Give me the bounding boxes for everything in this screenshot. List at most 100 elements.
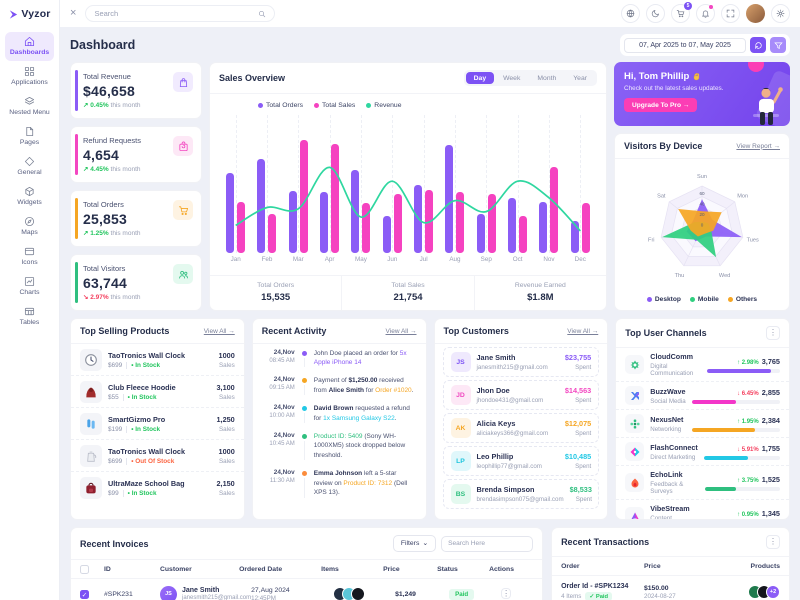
- legend-dot: [646, 297, 652, 302]
- user-avatar[interactable]: [746, 4, 765, 23]
- row-checkbox[interactable]: [80, 589, 89, 599]
- settings-button[interactable]: [771, 4, 790, 23]
- filter-icon: [774, 41, 783, 50]
- sidebar-item-applications[interactable]: Applications: [5, 62, 54, 91]
- sidebar-item-label: Nested Menu: [9, 109, 50, 116]
- fullscreen-icon: [726, 9, 735, 18]
- greeting-title: Hi, Tom Phillip: [624, 71, 780, 82]
- window-icon: [24, 246, 35, 257]
- tab-week[interactable]: Week: [503, 74, 521, 82]
- gear-icon: [776, 9, 785, 18]
- filters-button[interactable]: Filters: [392, 535, 437, 552]
- legend-total-sales[interactable]: Total Sales: [314, 102, 355, 109]
- fullscreen-button[interactable]: [721, 4, 740, 23]
- date-range-input[interactable]: [624, 37, 746, 53]
- box-icon: [24, 186, 35, 197]
- filter-button[interactable]: [770, 37, 786, 53]
- customer-amount: $12,075: [564, 419, 592, 428]
- product-sales: 1,250: [216, 414, 235, 424]
- svg-text:60: 60: [699, 191, 705, 196]
- stat-label: Refund Requests: [83, 136, 141, 145]
- bar-total-sales: [519, 215, 528, 253]
- sidebar-item-charts[interactable]: Charts: [5, 272, 54, 301]
- sidebar-item-pages[interactable]: Pages: [5, 122, 54, 151]
- sidebar-item-icons[interactable]: Icons: [5, 242, 54, 271]
- topbar-icons: 5: [621, 2, 790, 23]
- sidebar-item-widgets[interactable]: Widgets: [5, 182, 54, 211]
- select-all-checkbox[interactable]: [80, 564, 89, 574]
- timeline-dot: [301, 350, 307, 356]
- bar-total-orders: [445, 145, 454, 253]
- close-icon[interactable]: ×: [70, 7, 77, 19]
- invoice-search-input[interactable]: [441, 535, 534, 552]
- view-all-link[interactable]: View All →: [567, 327, 599, 335]
- bar-total-orders: [226, 172, 235, 253]
- product-name: UltraMaze School Bag: [108, 478, 185, 488]
- sidebar-item-maps[interactable]: Maps: [5, 212, 54, 241]
- notification-dot: [709, 5, 713, 9]
- notifications-button[interactable]: [696, 4, 715, 23]
- month-label: May: [355, 256, 367, 263]
- customer-amount: $8,533: [569, 485, 592, 494]
- sidebar-item-nested-menu[interactable]: Nested Menu: [5, 92, 54, 121]
- svg-text:0: 0: [701, 222, 704, 227]
- row-actions-icon[interactable]: [501, 588, 512, 599]
- dark-mode-button[interactable]: [646, 4, 665, 23]
- sales-chart: [220, 115, 596, 253]
- view-report-link[interactable]: View Report →: [736, 142, 780, 150]
- product-price: $99: [108, 489, 119, 497]
- tab-day[interactable]: Day: [465, 72, 495, 84]
- brand-logo[interactable]: Vyzor: [8, 5, 50, 23]
- view-all-link[interactable]: View All →: [385, 327, 417, 335]
- accent-bar: [75, 198, 78, 239]
- refresh-button[interactable]: [750, 37, 766, 53]
- sidebar-item-label: Dashboards: [9, 49, 50, 56]
- legend-revenue[interactable]: Revenue: [366, 102, 402, 109]
- sidebar-item-tables[interactable]: Tables: [5, 302, 54, 331]
- language-button[interactable]: [621, 4, 640, 23]
- file-icon: [24, 126, 35, 137]
- legend-total-orders[interactable]: Total Orders: [258, 102, 303, 109]
- view-all-link[interactable]: View All →: [203, 327, 235, 335]
- cart-button[interactable]: 5: [671, 2, 692, 23]
- legend-others[interactable]: Others: [727, 296, 757, 303]
- diamond-icon: [24, 156, 35, 167]
- more-options-icon[interactable]: [766, 326, 780, 340]
- card-title: Visitors By Device: [624, 141, 703, 151]
- moon-icon: [651, 9, 660, 18]
- radar-wrap: Sun Mon Tues Wed Thu Fri Sat 0 20 40 60: [615, 159, 789, 296]
- month-label: Feb: [261, 256, 273, 263]
- device-legend: Desktop Mobile Others: [615, 296, 789, 310]
- bar-total-orders: [288, 190, 297, 253]
- stock-badge: In Stock: [128, 394, 157, 401]
- transactions-table-header: Order Price Products: [552, 557, 789, 576]
- bar-group: [439, 115, 470, 253]
- sidebar-item-dashboards[interactable]: Dashboards: [5, 32, 54, 61]
- bar-total-sales: [550, 167, 559, 253]
- card-title: Recent Activity: [261, 326, 327, 336]
- card-title: Recent Invoices: [80, 538, 149, 549]
- channel-progress-bar: [692, 400, 736, 404]
- bar-total-orders: [257, 159, 266, 253]
- search-input[interactable]: [94, 9, 254, 18]
- more-options-icon[interactable]: [766, 535, 780, 549]
- bar-total-sales: [299, 139, 308, 253]
- stats-column: Total Revenue $46,658 0.45% this month R…: [70, 62, 202, 311]
- brand-name: Vyzor: [21, 8, 51, 20]
- tab-year[interactable]: Year: [573, 74, 587, 82]
- tab-month[interactable]: Month: [537, 74, 557, 82]
- chart-icon: [24, 276, 35, 287]
- customer-amount: $14,563: [564, 386, 592, 395]
- legend-mobile[interactable]: Mobile: [689, 296, 719, 303]
- upgrade-pro-button[interactable]: Upgrade To Pro →: [624, 98, 698, 112]
- bag-icon: [173, 72, 193, 92]
- layers-icon: [24, 96, 35, 107]
- sidebar-item-label: Pages: [19, 139, 40, 146]
- sidebar-item-label: Widgets: [17, 199, 42, 206]
- bar-group: [565, 115, 596, 253]
- sidebar-item-general[interactable]: General: [5, 152, 54, 181]
- product-name: TaoTronics Wall Clock: [108, 446, 186, 456]
- transaction-product-images: +2: [722, 585, 780, 599]
- legend-desktop[interactable]: Desktop: [646, 296, 681, 303]
